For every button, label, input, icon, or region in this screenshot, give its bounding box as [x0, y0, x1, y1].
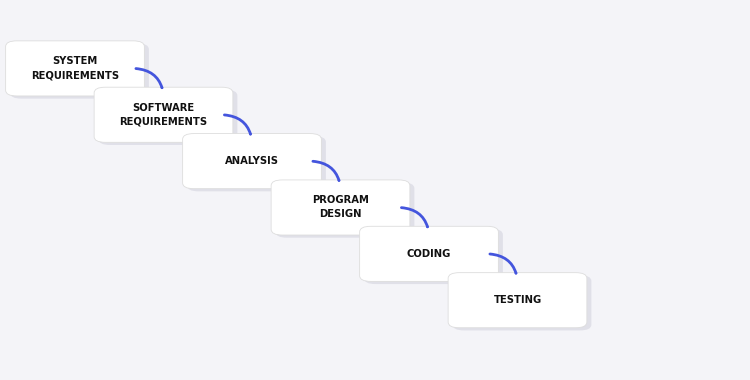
FancyBboxPatch shape [187, 136, 326, 192]
FancyArrowPatch shape [224, 115, 251, 134]
FancyBboxPatch shape [448, 273, 586, 328]
Text: CODING: CODING [406, 249, 451, 259]
FancyBboxPatch shape [359, 226, 498, 281]
FancyBboxPatch shape [364, 229, 502, 284]
FancyBboxPatch shape [271, 180, 410, 235]
Text: PROGRAM
DESIGN: PROGRAM DESIGN [312, 195, 369, 220]
FancyBboxPatch shape [452, 275, 591, 331]
FancyBboxPatch shape [94, 87, 232, 142]
FancyBboxPatch shape [99, 90, 237, 145]
Text: SOFTWARE
REQUIREMENTS: SOFTWARE REQUIREMENTS [119, 103, 208, 127]
Text: ANALYSIS: ANALYSIS [225, 156, 279, 166]
FancyArrowPatch shape [490, 254, 516, 273]
FancyBboxPatch shape [6, 41, 144, 96]
FancyArrowPatch shape [313, 161, 339, 180]
FancyArrowPatch shape [136, 68, 162, 88]
FancyBboxPatch shape [10, 44, 148, 99]
FancyArrowPatch shape [401, 207, 427, 227]
FancyBboxPatch shape [275, 183, 414, 238]
Text: SYSTEM
REQUIREMENTS: SYSTEM REQUIREMENTS [31, 56, 119, 81]
FancyBboxPatch shape [182, 134, 321, 189]
Text: TESTING: TESTING [494, 295, 542, 305]
